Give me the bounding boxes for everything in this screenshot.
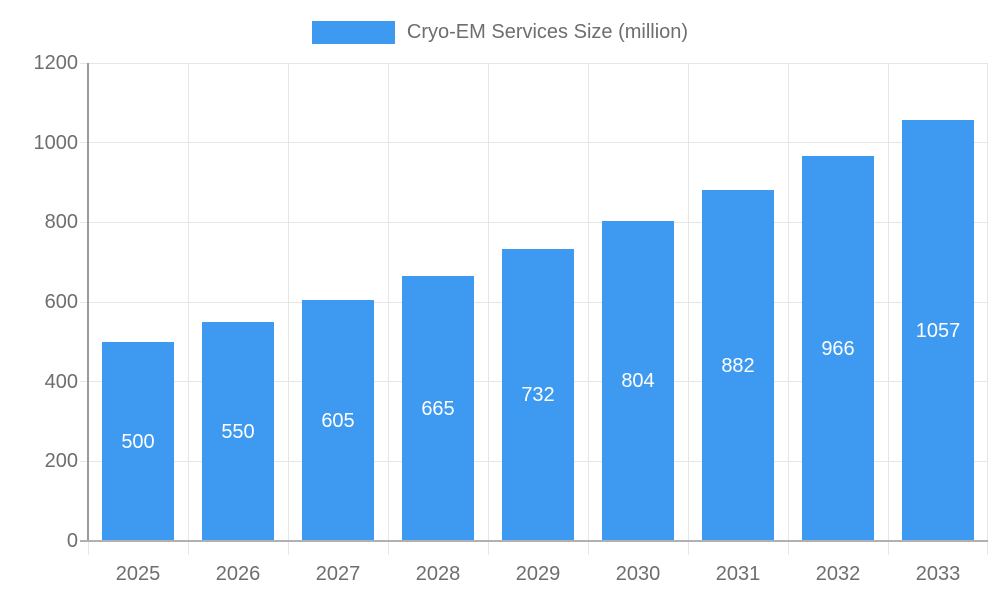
x-tick-label-2026: 2026 [215,563,261,585]
legend-label: Cryo-EM Services Size (million) [406,21,689,43]
bar-2030[interactable] [602,221,674,541]
bar-value-label-2028: 665 [421,397,455,420]
bar-2025[interactable] [102,342,174,541]
bar-value-label-2031: 882 [721,354,755,377]
bar-value-label-2029: 732 [521,384,555,406]
bar-2031[interactable] [702,190,774,541]
bar-value-label-2032: 966 [821,337,855,360]
x-tick-label-2031: 2031 [715,563,761,585]
x-gridline-5 [588,63,589,555]
x-tick-label-2025: 2025 [115,563,161,585]
y-tick-label-600: 600 [44,291,78,313]
y-tick-label-1000: 1000 [33,131,79,154]
bar-2033[interactable] [902,120,974,541]
y-gridline-1200 [80,62,988,64]
bar-2029[interactable] [502,249,574,541]
y-tick-label-800: 800 [44,211,78,234]
x-gridline-1 [188,63,189,555]
x-tick-label-2032: 2032 [815,563,861,585]
y-tick-label-400: 400 [44,370,78,393]
bar-2027[interactable] [302,300,374,541]
y-gridline-1000 [80,142,988,144]
x-tick-label-2027: 2027 [315,563,361,585]
x-tick-label-2033: 2033 [915,563,961,585]
y-gridline-800 [80,221,988,223]
y-tick-label-0: 0 [66,530,78,552]
legend-swatch [311,21,395,44]
chart-legend[interactable]: Cryo-EM Services Size (million) [0,21,1000,44]
plot-area: 500 550 605 665 732 804 882 966 1057 [80,62,988,555]
x-gridline-8 [888,63,889,555]
x-tick-label-2028: 2028 [415,563,461,585]
x-gridline-7 [788,63,789,555]
x-gridline-4 [488,63,489,555]
bar-2028[interactable] [402,276,474,541]
x-gridline-3 [388,63,389,555]
x-gridline-2 [288,63,289,555]
y-tick-label-1200: 1200 [33,52,79,74]
bar-value-label-2027: 605 [321,409,355,432]
x-gridline-9 [987,63,988,555]
bar-value-label-2026: 550 [221,420,255,443]
bar-value-label-2025: 500 [121,430,155,453]
bar-2032[interactable] [802,156,874,541]
y-tick-label-200: 200 [44,450,78,473]
x-tick-label-2030: 2030 [615,563,661,585]
x-tick-label-2029: 2029 [515,563,561,585]
x-axis-line [80,540,988,542]
bar-value-label-2030: 804 [621,370,655,392]
y-axis-line [87,63,89,541]
x-gridline-6 [688,63,689,555]
bar-value-label-2033: 1057 [915,319,961,342]
bar-2026[interactable] [202,322,274,541]
